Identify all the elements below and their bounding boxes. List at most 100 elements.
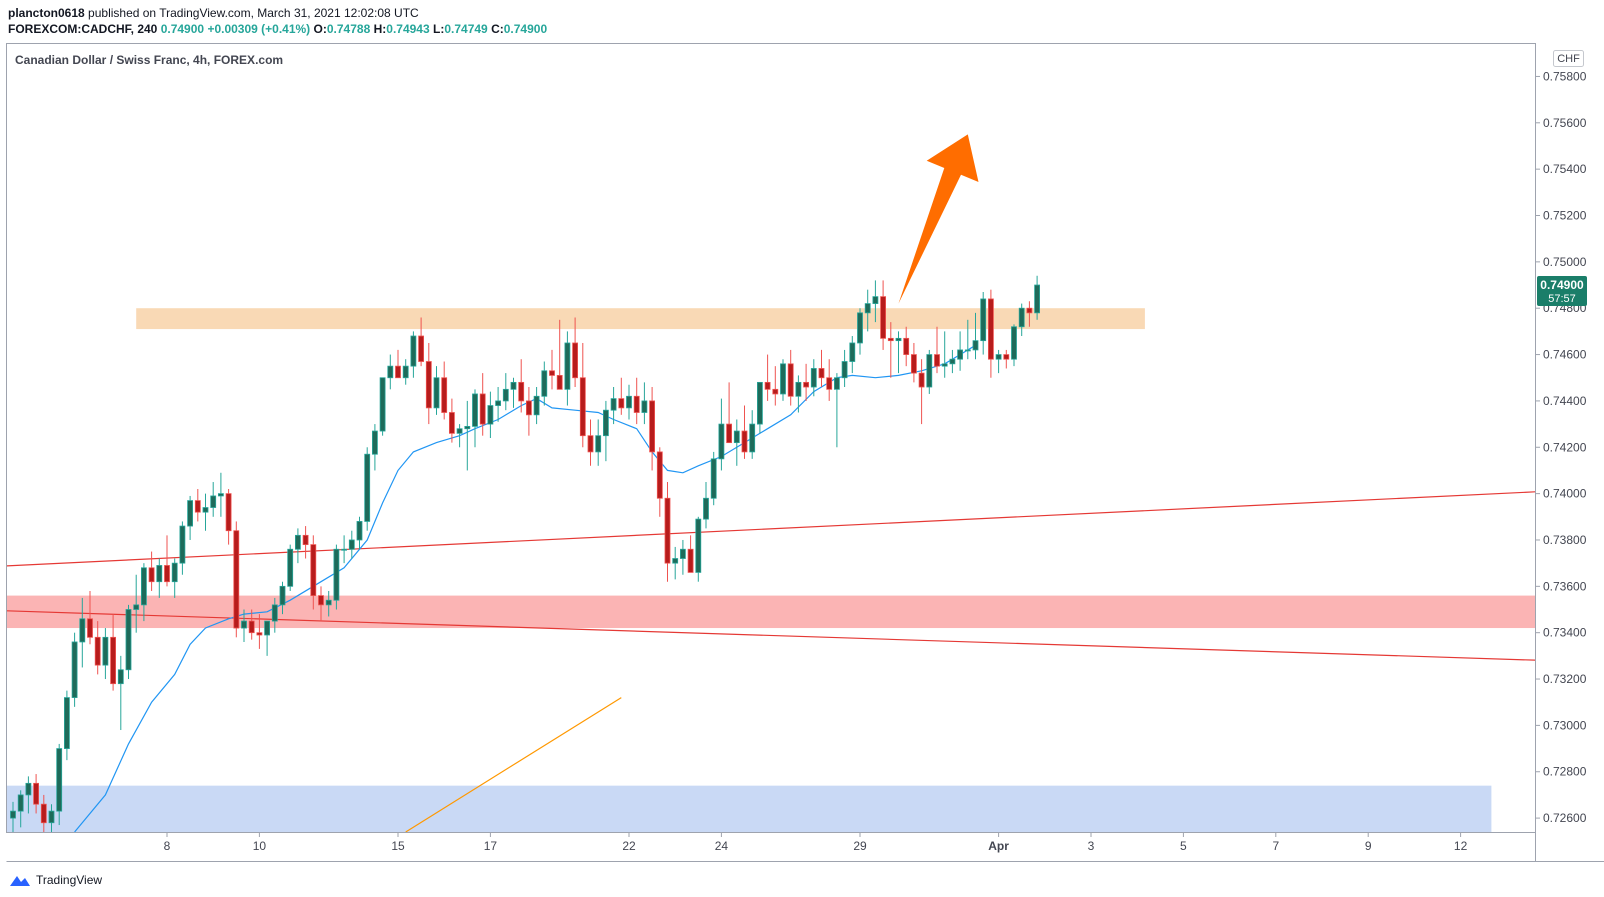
candle-body [10, 810, 16, 819]
price-tick-label: 0.74600 [1543, 348, 1587, 362]
bar-countdown: 57:57 [1548, 293, 1576, 305]
candle [710, 451, 717, 506]
candle-body [972, 340, 979, 351]
candle [880, 280, 886, 350]
candle [448, 398, 455, 443]
symbol-label[interactable]: FOREXCOM:CADCHF, 240 [8, 22, 158, 36]
candle [972, 312, 979, 360]
candle-body [464, 426, 471, 430]
candle [772, 366, 779, 406]
price-tick-label: 0.72600 [1543, 811, 1587, 825]
candle-body [757, 381, 763, 425]
price-change: +0.00309 (+0.41%) [207, 22, 311, 36]
candles-layer [10, 275, 1040, 832]
candle [279, 581, 286, 615]
candle-body [264, 620, 271, 636]
currency-badge [1553, 50, 1584, 67]
demand-zone[interactable] [0, 785, 1492, 832]
moving-average-line [74, 344, 976, 832]
candle [341, 535, 348, 564]
candle-body [287, 548, 294, 587]
candle [564, 331, 571, 406]
candle-body [348, 539, 355, 550]
time-tick-label: 8 [164, 839, 171, 853]
candle-body [518, 381, 525, 402]
candle-body [148, 567, 155, 583]
price-tick-label: 0.72800 [1543, 765, 1587, 779]
candle [780, 359, 786, 401]
close-label: C: [491, 22, 504, 36]
upper-trend-line[interactable] [0, 491, 1545, 567]
candle [526, 387, 532, 436]
candle-body [741, 430, 748, 453]
candle [749, 410, 756, 459]
candle [703, 482, 709, 529]
candle [110, 614, 116, 691]
candle-body [803, 381, 809, 388]
candle [287, 544, 294, 591]
candle-body [1026, 307, 1033, 314]
candle-body [40, 803, 47, 824]
price-axis[interactable]: 0.758000.756000.754000.752000.750000.748… [1535, 69, 1587, 825]
candle [1034, 275, 1040, 320]
last-price-badge-value: 0.74900 [1540, 278, 1584, 292]
time-tick-label: 9 [1365, 839, 1372, 853]
time-tick-label: 17 [484, 839, 498, 853]
candle [672, 546, 679, 580]
resistance-zone[interactable] [136, 308, 1145, 330]
time-tick-label: 5 [1180, 839, 1187, 853]
candle-body [33, 782, 39, 805]
orange-line[interactable] [405, 697, 622, 832]
candle [233, 521, 240, 638]
candle [433, 366, 440, 415]
candle [17, 790, 24, 828]
candle [633, 377, 640, 425]
candle-body [957, 349, 963, 360]
candle [40, 794, 47, 832]
candle-body [964, 349, 971, 352]
candle [248, 609, 255, 640]
candle-body [117, 669, 124, 685]
candle-body [364, 453, 371, 522]
candle [934, 326, 940, 374]
candle-body [664, 497, 671, 564]
chart-header: plancton0618 published on TradingView.co… [0, 0, 1604, 40]
high-value: 0.74943 [386, 22, 430, 36]
candle [241, 609, 247, 642]
price-tick-label: 0.74200 [1543, 440, 1587, 454]
author-name[interactable]: plancton0618 [8, 6, 85, 20]
candle [264, 620, 271, 656]
candle-body [810, 368, 817, 388]
candle [764, 354, 771, 401]
candle [318, 586, 324, 622]
candle-body [256, 632, 263, 636]
time-tick-label: Apr [988, 839, 1009, 853]
candle-body [56, 748, 63, 812]
candle [641, 382, 648, 425]
candle-body [787, 363, 794, 397]
candle [156, 558, 163, 598]
candle-body [25, 782, 32, 796]
support-zone[interactable] [0, 595, 1545, 629]
candle [10, 801, 16, 832]
candle [595, 419, 602, 466]
candle [533, 387, 540, 425]
candle [656, 447, 663, 517]
candle-body [140, 567, 147, 606]
last-price-badge: 0.74900 57:57 [1537, 276, 1587, 307]
candle-body [71, 641, 78, 698]
candle-body [764, 381, 771, 390]
bullish-arrow[interactable] [898, 134, 979, 304]
time-axis[interactable]: 8 10 15 17 22 24 29 Apr 3 5 7 9 12 [164, 832, 1468, 853]
candle-body [880, 296, 886, 339]
candle [271, 597, 278, 633]
candle-body [549, 370, 555, 376]
tradingview-logo[interactable]: TradingView [8, 873, 102, 887]
candle-body [656, 451, 663, 499]
candle-body [857, 312, 863, 344]
candle [849, 336, 856, 374]
candle [1018, 303, 1025, 337]
candle-body [780, 363, 786, 395]
candle-body [248, 620, 255, 634]
